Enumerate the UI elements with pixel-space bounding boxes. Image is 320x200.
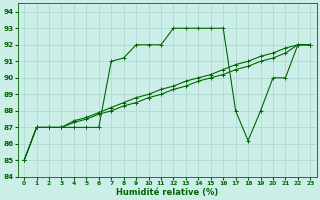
X-axis label: Humidité relative (%): Humidité relative (%) [116, 188, 218, 197]
